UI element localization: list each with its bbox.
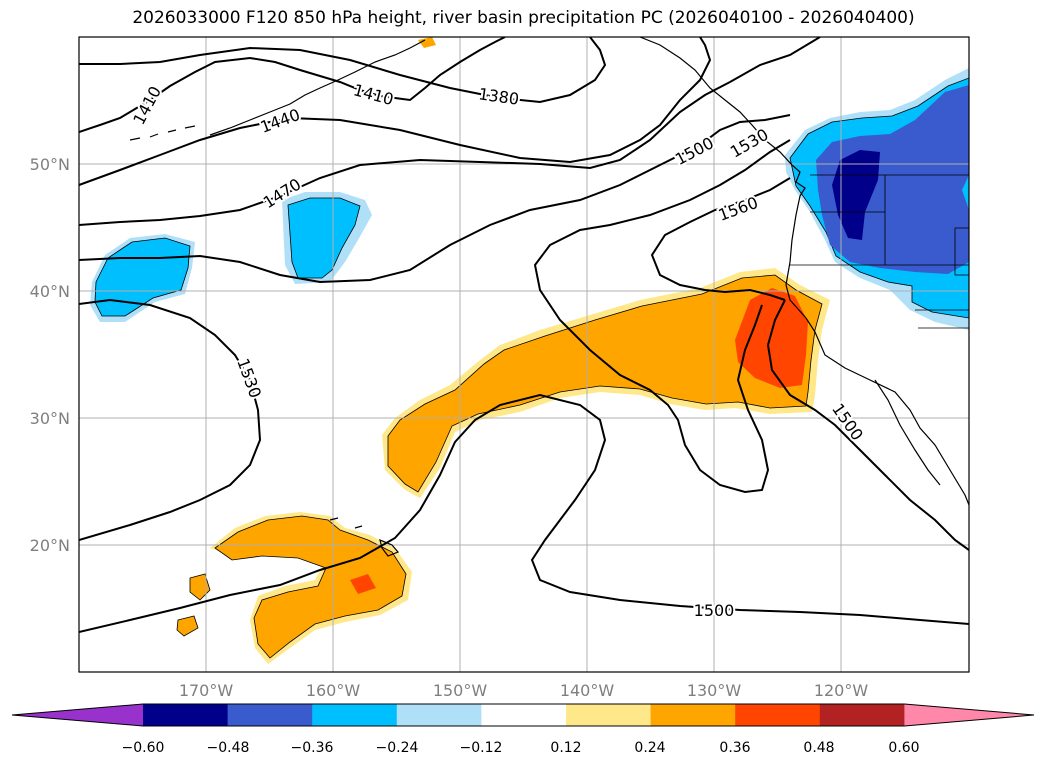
lon-label: 160°W — [306, 681, 361, 700]
lon-label: 170°W — [179, 681, 234, 700]
bc-coast — [791, 164, 806, 197]
contour-label: 1530 — [233, 356, 265, 401]
map-area: 1410 1410 1440 1380 1470 1500 1530 1560 … — [79, 37, 969, 672]
longitude-labels: 170°W 160°W 150°W 140°W 130°W 120°W — [179, 681, 869, 700]
baja-peninsula — [874, 379, 941, 486]
colorbar-segment — [650, 704, 736, 726]
colorbar-tick-label: 0.48 — [803, 740, 834, 756]
central-mid — [287, 197, 361, 279]
contour-1530-west — [79, 298, 262, 541]
colorbar-tick-label: −0.12 — [460, 740, 503, 756]
lon-label: 130°W — [687, 681, 742, 700]
contour-label: 1410 — [351, 80, 395, 109]
aleutian-islands — [129, 125, 196, 141]
colorbar-tick-label: −0.24 — [376, 740, 419, 756]
small-island-blob-1 — [189, 573, 211, 601]
coastlines — [129, 37, 969, 557]
lat-label: 20°N — [30, 536, 70, 555]
positive-anomaly-band — [382, 268, 830, 498]
contour-label: 1380 — [477, 84, 520, 108]
lon-label: 150°W — [433, 681, 488, 700]
colorbar-segment — [819, 704, 905, 726]
negative-anomaly-central — [282, 192, 372, 284]
colorbar-extend-low — [12, 704, 143, 726]
small-blob-top — [418, 37, 436, 48]
contour-1500-north — [79, 114, 791, 284]
contour-1380 — [79, 37, 607, 104]
negative-anomaly-west-coast — [785, 68, 969, 330]
contour-1410-west — [79, 37, 506, 133]
colorbar-tick-label: 0.60 — [888, 740, 919, 756]
negative-max-core — [832, 150, 880, 240]
contour-1530-central — [533, 139, 791, 494]
contour-1440 — [79, 37, 712, 186]
colorbar-segment — [481, 704, 567, 726]
colorbar-tick-label: 0.24 — [634, 740, 665, 756]
colorbar-segment — [227, 704, 313, 726]
height-contours — [79, 37, 969, 633]
contour-label: 1500 — [694, 601, 735, 620]
lat-label: 30°N — [30, 409, 70, 428]
colorbar-segment — [143, 704, 229, 726]
colorbar-ticks: −0.60 −0.48 −0.36 −0.24 −0.12 0.12 0.24 … — [122, 740, 920, 756]
positive-anomaly-hawaii — [176, 37, 436, 664]
hawaii-high-core — [350, 574, 376, 594]
colorbar-tick-label: 0.36 — [719, 740, 750, 756]
contour-1560 — [650, 177, 791, 301]
positive-high-core — [735, 288, 808, 388]
colorbar-segment — [735, 704, 821, 726]
latitude-labels: 50°N 40°N 30°N 20°N — [30, 155, 70, 555]
contour-label: 1560 — [716, 193, 761, 225]
colorbar-outline — [11, 703, 1035, 727]
lon-label: 140°W — [560, 681, 615, 700]
contour-1500-south — [79, 393, 969, 633]
colorbar-segment — [566, 704, 652, 726]
us-west-coast — [785, 195, 969, 506]
map-frame — [78, 36, 970, 673]
map-title: 2026033000 F120 850 hPa height, river ba… — [132, 8, 915, 28]
contour-1500-east — [766, 299, 969, 551]
colorbar-segment — [396, 704, 482, 726]
colorbar-tick-label: −0.36 — [291, 740, 334, 756]
colorbar — [11, 703, 1035, 727]
lat-label: 40°N — [30, 282, 70, 301]
alaska-panhandle — [639, 37, 793, 166]
state-borders — [790, 174, 969, 329]
colorbar-tick-label: −0.60 — [122, 740, 165, 756]
small-island-blob-2 — [176, 615, 199, 637]
colorbar-segment — [312, 704, 398, 726]
lon-label: 120°W — [814, 681, 869, 700]
contour-label: 1410 — [129, 83, 165, 128]
negative-anomaly-west — [90, 234, 195, 322]
colorbar-extend-high — [904, 704, 1034, 726]
alaska-peninsula-coast — [209, 39, 426, 136]
colorbar-tick-label: 0.12 — [550, 740, 581, 756]
colorbar-tick-label: −0.48 — [207, 740, 250, 756]
contour-label: 1500 — [828, 400, 867, 444]
contour-1470 — [79, 37, 821, 226]
lat-label: 50°N — [30, 155, 70, 174]
contour-label: 1440 — [258, 105, 303, 137]
